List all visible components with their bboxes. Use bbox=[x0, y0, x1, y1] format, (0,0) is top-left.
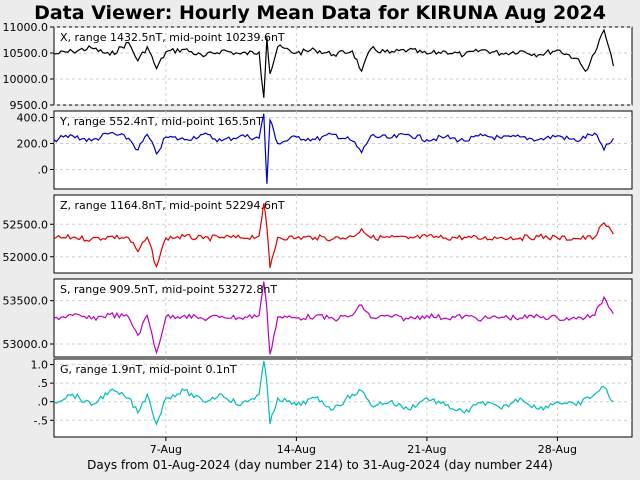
y-tick-label: 10500.0 bbox=[3, 47, 49, 60]
series-line bbox=[53, 360, 614, 426]
y-tick-label: 9500.0 bbox=[10, 99, 49, 112]
y-tick-label: .5 bbox=[38, 377, 49, 390]
x-axis-label: Days from 01-Aug-2024 (day number 214) t… bbox=[87, 458, 553, 472]
panel-label: X, range 1432.5nT, mid-point 10239.6nT bbox=[60, 31, 285, 44]
x-tick-label: 21-Aug bbox=[407, 443, 446, 456]
panel-label: G, range 1.9nT, mid-point 0.1nT bbox=[60, 363, 237, 376]
panel-frame bbox=[53, 110, 633, 190]
panel-label: Y, range 552.4nT, mid-point 165.5nT bbox=[59, 115, 263, 128]
panel-frame bbox=[53, 26, 633, 106]
x-tick-label: 14-Aug bbox=[277, 443, 316, 456]
panel-label: S, range 909.5nT, mid-point 53272.8nT bbox=[60, 283, 277, 296]
y-tick-label: 53000.0 bbox=[3, 338, 49, 351]
x-tick-label: 28-Aug bbox=[538, 443, 577, 456]
y-tick-label: .0 bbox=[38, 164, 49, 177]
y-tick-label: 1.0 bbox=[31, 359, 49, 372]
chart-title: Data Viewer: Hourly Mean Data for KIRUNA… bbox=[34, 2, 606, 24]
series-line bbox=[53, 28, 614, 98]
series-line bbox=[53, 113, 614, 184]
y-tick-label: 400.0 bbox=[17, 112, 49, 125]
series-line bbox=[53, 203, 614, 269]
panel-label: Z, range 1164.8nT, mid-point 52294.6nT bbox=[60, 199, 285, 212]
y-tick-label: .0 bbox=[38, 396, 49, 409]
y-tick-label: 52500.0 bbox=[3, 218, 49, 231]
panel-frame bbox=[53, 358, 633, 438]
y-tick-label: 10000.0 bbox=[3, 73, 49, 86]
x-tick-label: 7-Aug bbox=[150, 443, 182, 456]
y-tick-label: 52000.0 bbox=[3, 251, 49, 264]
panel-frame bbox=[53, 194, 633, 274]
y-tick-label: 200.0 bbox=[17, 138, 49, 151]
y-tick-label: -.5 bbox=[34, 414, 48, 427]
y-tick-label: 53500.0 bbox=[3, 295, 49, 308]
series-line bbox=[53, 281, 614, 355]
y-tick-label: 11000.0 bbox=[3, 21, 49, 34]
